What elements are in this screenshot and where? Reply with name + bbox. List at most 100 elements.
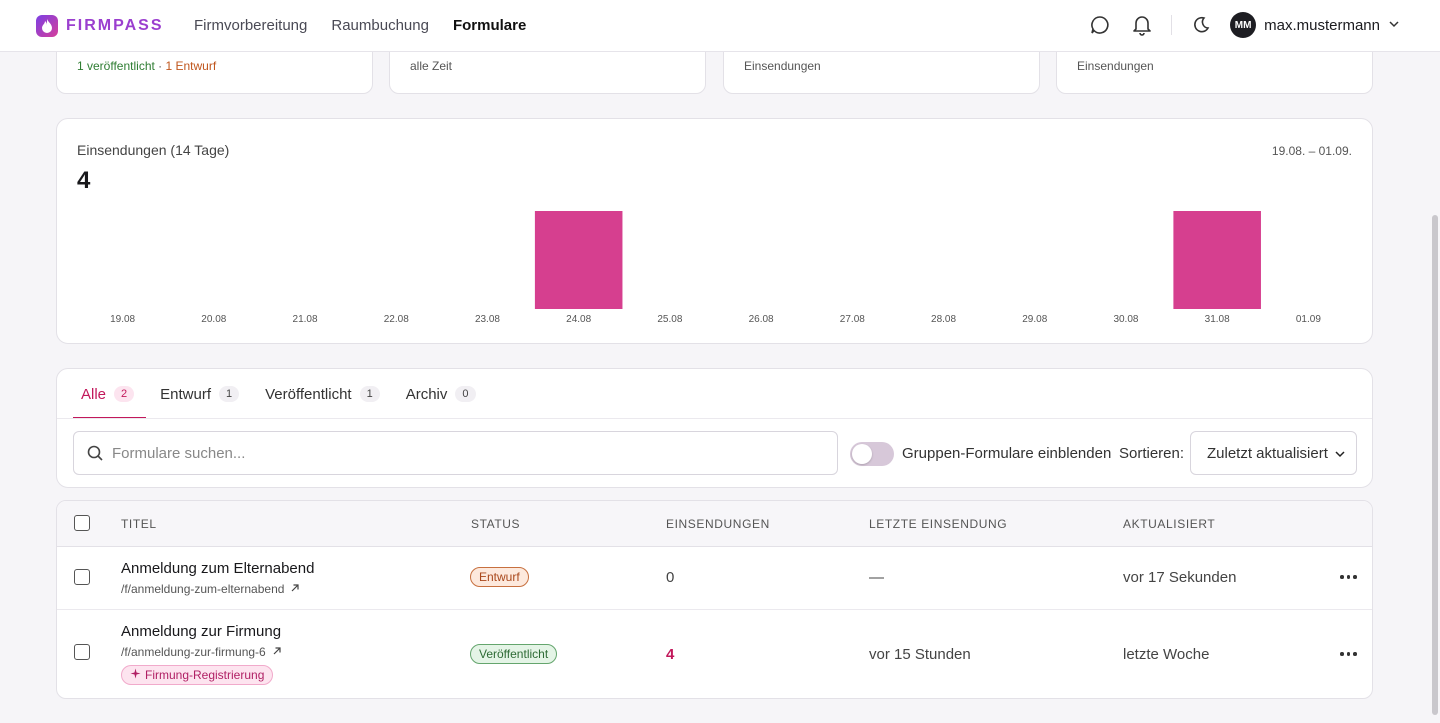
last-submission: — [869, 569, 884, 586]
tab-count: 2 [114, 386, 135, 402]
column-header-updated[interactable]: AKTUALISIERT [1123, 517, 1216, 531]
search-box [73, 431, 838, 475]
chart-x-tick-label: 30.08 [1113, 314, 1138, 325]
tab-label: Veröffentlicht [265, 385, 352, 403]
column-header-submissions[interactable]: EINSENDUNGEN [666, 517, 770, 531]
more-actions-icon[interactable] [1340, 652, 1358, 658]
chart-x-tick-label: 19.08 [110, 314, 135, 325]
chevron-down-icon [1388, 17, 1400, 34]
column-header-title[interactable]: TITEL [121, 517, 157, 531]
chart-x-tick-label: 01.09 [1296, 314, 1321, 325]
row-checkbox[interactable] [74, 644, 90, 660]
user-name: max.mustermann [1264, 16, 1380, 34]
tab-divider [57, 418, 1372, 419]
last-submission: vor 15 Stunden [869, 646, 971, 663]
chat-icon[interactable] [1087, 12, 1113, 38]
chevron-down-icon [1334, 447, 1346, 464]
tab-label: Archiv [405, 385, 448, 403]
submissions-chart-card: Einsendungen (14 Tage) 4 19.08. – 01.09.… [56, 118, 1373, 344]
chart-x-tick-label: 27.08 [840, 314, 865, 325]
sort-label: Sortieren: [1119, 445, 1185, 462]
form-slug-link[interactable]: /f/anmeldung-zum-elternabend [121, 582, 300, 596]
tab-veroeffentlicht[interactable]: Veröffentlicht 1 [257, 369, 392, 419]
toggle-knob [852, 444, 872, 464]
stat-card-forms-sub: 1 veröffentlicht · 1 Entwurf [77, 59, 217, 73]
tab-label: Alle [81, 385, 107, 403]
page-scrollbar[interactable] [1432, 215, 1438, 715]
group-forms-toggle-label: Gruppen-Formulare einblenden [902, 445, 1112, 462]
bell-icon[interactable] [1129, 12, 1155, 38]
form-slug: /f/anmeldung-zum-elternabend [121, 582, 285, 596]
table-row[interactable]: Anmeldung zum Elternabend /f/anmeldung-z… [57, 547, 1372, 610]
status-badge: Veröffentlicht [470, 644, 558, 664]
table-header: TITEL STATUS EINSENDUNGEN LETZTE EINSEND… [57, 501, 1372, 547]
stat-card-submissions-b-sub: Einsendungen [1077, 59, 1154, 73]
nav-raumbuchung[interactable]: Raumbuchung [331, 17, 429, 34]
chart-bar-31.08[interactable] [1173, 211, 1261, 309]
nav-formulare[interactable]: Formulare [452, 17, 527, 34]
chart-title: Einsendungen (14 Tage) [77, 142, 230, 158]
group-tag[interactable]: Firmung-Registrierung [121, 665, 274, 685]
status-tabs: Alle 2 Entwurf 1 Veröffentlicht 1 Archiv… [73, 369, 494, 419]
header-separator [1171, 15, 1173, 35]
submission-count: 0 [666, 569, 675, 586]
more-actions-icon[interactable] [1340, 575, 1358, 581]
submissions-bar-chart: 19.08 20.08 21.08 22.08 23.08 24.08 25.08 26.08… [110, 211, 1321, 325]
tab-count: 1 [359, 386, 380, 402]
chart-x-tick-label: 26.08 [749, 314, 774, 325]
header-actions: MM max.mustermann [1087, 12, 1400, 38]
row-checkbox[interactable] [74, 569, 90, 585]
chart-x-tick-label: 23.08 [475, 314, 500, 325]
column-header-status[interactable]: STATUS [471, 517, 521, 531]
main-nav: Firmvorbereitung Raumbuchung Formulare [194, 17, 526, 34]
form-title[interactable]: Anmeldung zur Firmung [121, 623, 282, 640]
chart-bar-24.08[interactable] [534, 211, 623, 309]
select-all-checkbox[interactable] [74, 515, 90, 531]
updated-at: vor 17 Sekunden [1123, 569, 1237, 586]
chart-x-tick-label: 29.08 [1022, 314, 1047, 325]
brand-logo[interactable]: FIRMPASS [36, 15, 163, 37]
top-navigation-bar: FIRMPASS Firmvorbereitung Raumbuchung Fo… [0, 0, 1440, 52]
tab-count: 1 [219, 386, 240, 402]
updated-at: letzte Woche [1123, 646, 1210, 663]
chart-x-tick-label: 31.08 [1205, 314, 1230, 325]
external-link-icon [272, 645, 282, 659]
search-input[interactable] [112, 444, 812, 462]
sort-select-value: Zuletzt aktualisiert [1207, 444, 1328, 462]
table-row[interactable]: Anmeldung zur Firmung /f/anmeldung-zur-f… [57, 610, 1372, 698]
stat-card-submissions-a-sub: Einsendungen [744, 59, 821, 73]
sort-select[interactable]: Zuletzt aktualisiert [1190, 431, 1357, 475]
tab-count: 0 [455, 386, 476, 402]
tab-archiv[interactable]: Archiv 0 [398, 369, 488, 419]
tab-label: Entwurf [160, 385, 211, 403]
chart-x-tick-label: 24.08 [566, 314, 591, 325]
chart-x-tick-label: 21.08 [293, 314, 318, 325]
user-menu[interactable]: MM max.mustermann [1230, 12, 1400, 38]
brand-name: FIRMPASS [66, 17, 164, 34]
chart-x-tick-label: 22.08 [384, 314, 409, 325]
form-slug-link[interactable]: /f/anmeldung-zur-firmung-6 [121, 645, 282, 659]
flame-icon [36, 15, 58, 37]
form-slug: /f/anmeldung-zur-firmung-6 [121, 645, 266, 659]
search-icon [86, 444, 104, 462]
group-forms-toggle[interactable] [850, 442, 894, 466]
column-header-last-submission[interactable]: LETZTE EINSENDUNG [869, 517, 1008, 531]
tab-entwurf[interactable]: Entwurf 1 [152, 369, 251, 419]
external-link-icon [290, 582, 300, 596]
submission-count[interactable]: 4 [666, 646, 675, 663]
chart-x-tick-label: 25.08 [657, 314, 682, 325]
chart-x-tick-label: 28.08 [931, 314, 956, 325]
avatar: MM [1230, 12, 1257, 38]
group-tag-label: Firmung-Registrierung [145, 668, 265, 682]
sparkle-icon [130, 668, 141, 682]
chart-x-tick-label: 20.08 [201, 314, 226, 325]
chart-total: 4 [77, 167, 91, 194]
tab-alle[interactable]: Alle 2 [73, 369, 147, 419]
form-title[interactable]: Anmeldung zum Elternabend [121, 560, 315, 577]
chart-date-range: 19.08. – 01.09. [1271, 144, 1352, 158]
nav-firmvorbereitung[interactable]: Firmvorbereitung [194, 17, 308, 34]
forms-table: TITEL STATUS EINSENDUNGEN LETZTE EINSEND… [56, 500, 1373, 699]
stat-card-total-sub: alle Zeit [410, 59, 453, 73]
moon-icon[interactable] [1188, 12, 1214, 38]
status-badge: Entwurf [470, 567, 529, 587]
